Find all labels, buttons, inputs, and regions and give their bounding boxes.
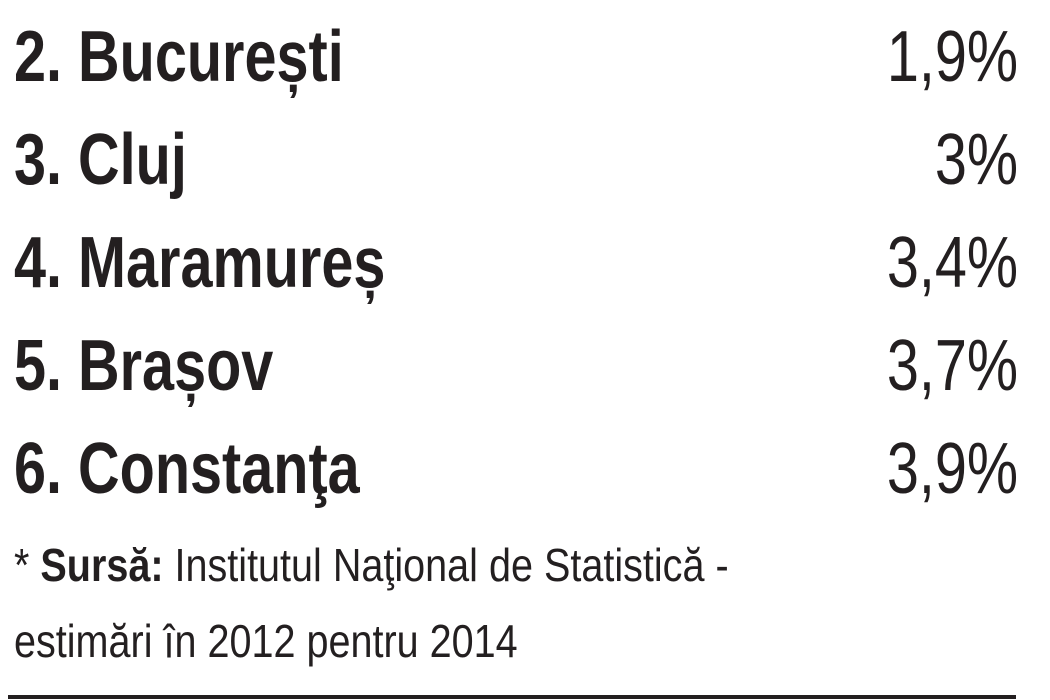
footnote-line-1: * Sursă: Institutul Naţional de Statisti…: [14, 527, 729, 603]
county-label: 4. Maramureș: [14, 223, 386, 303]
percentage-value: 3,4%: [886, 223, 1018, 303]
bottom-divider: [8, 695, 1016, 699]
source-label: Sursă:: [40, 539, 164, 591]
percentage-value: 3,9%: [886, 429, 1018, 509]
county-label: 3. Cluj: [14, 120, 187, 200]
table-row: 3. Cluj 3%: [14, 109, 1018, 212]
source-text: Institutul Naţional de Statistică -: [163, 539, 729, 591]
percentage-value: 3%: [934, 120, 1018, 200]
source-footnote: * Sursă: Institutul Naţional de Statisti…: [14, 527, 729, 679]
percentage-value: 3,7%: [886, 326, 1018, 406]
table-row: 6. Constanţa 3,9%: [14, 418, 1018, 521]
county-label: 2. București: [14, 17, 344, 97]
county-label: 6. Constanţa: [14, 429, 360, 509]
table-row: 5. Brașov 3,7%: [14, 315, 1018, 418]
footnote-line-2: estimări în 2012 pentru 2014: [14, 615, 518, 667]
table-row: 4. Maramureș 3,4%: [14, 212, 1018, 315]
table-row: 2. București 1,9%: [14, 6, 1018, 109]
footnote-asterisk: *: [14, 539, 41, 591]
ranking-table: 2. București 1,9% 3. Cluj 3% 4. Maramure…: [14, 6, 1018, 521]
county-label: 5. Brașov: [14, 326, 274, 406]
percentage-value: 1,9%: [886, 17, 1018, 97]
